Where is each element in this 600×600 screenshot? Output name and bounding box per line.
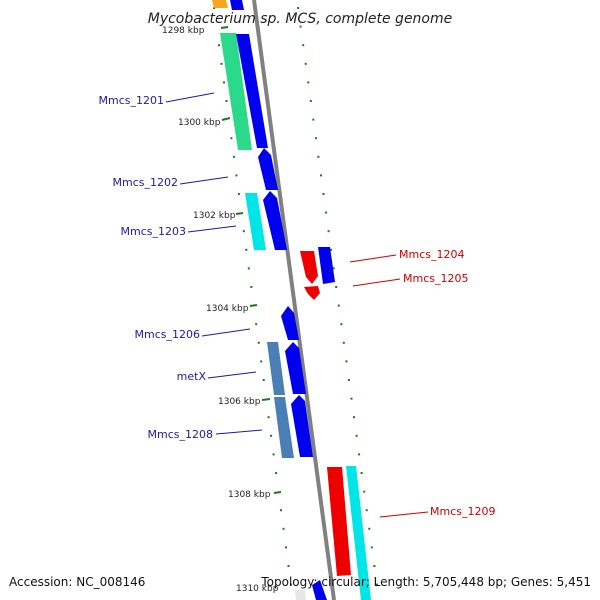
map-title: Mycobacterium sp. MCS, complete genome: [148, 11, 453, 27]
gene-labels: Mmcs_1201 Mmcs_1202 Mmcs_1203 Mmcs_1204 …: [99, 94, 496, 518]
cog-bar-orange: [212, 0, 228, 8]
cog-bar-cyan-2: [346, 466, 371, 600]
genome-backbone: [252, 0, 336, 600]
gene-label-mmcs-1202[interactable]: Mmcs_1202: [113, 176, 178, 189]
cds-reverse-track: [300, 247, 351, 576]
gene-arrow-mmcs-1201: [236, 34, 268, 148]
scale-label-1298: 1298 kbp: [162, 26, 205, 36]
gene-arrow-metx: [285, 342, 306, 394]
gene-arrow-mmcs-1209: [327, 467, 351, 576]
gene-arrow-mmcs-1205: [304, 286, 320, 300]
gene-arrow-1210: [312, 580, 327, 600]
leader-lines: [165, 92, 429, 518]
scale-label-1302: 1302 kbp: [193, 211, 236, 221]
gene-label-mmcs-1203[interactable]: Mmcs_1203: [121, 225, 186, 238]
scale-label-1310: 1310 kbp: [236, 584, 279, 594]
scale-label-1304: 1304 kbp: [206, 304, 249, 314]
scale-label-1300: 1300 kbp: [178, 118, 221, 128]
gene-arrow-mmcs-1206: [281, 306, 299, 340]
gene-arrow-1200: [230, 0, 244, 10]
gene-label-mmcs-1205[interactable]: Mmcs_1205: [403, 272, 468, 285]
gene-label-mmcs-1208[interactable]: Mmcs_1208: [148, 428, 213, 441]
scale-label-ticks: [220, 26, 282, 494]
genome-summary: Topology: circular; Length: 5,705,448 bp…: [260, 575, 591, 589]
gene-arrow-mmcs-1202: [258, 148, 278, 190]
gene-label-metx[interactable]: metX: [177, 370, 207, 383]
scale-labels: 1298 kbp 1300 kbp 1302 kbp 1304 kbp 1306…: [162, 26, 279, 594]
tick-track: [213, 7, 378, 586]
gene-label-mmcs-1209[interactable]: Mmcs_1209: [430, 505, 495, 518]
gene-arrow-mmcs-1204-blue: [318, 247, 335, 284]
cds-forward-track: [230, 0, 327, 600]
cog-bar-steel-1: [267, 342, 285, 395]
accession-label: Accession: NC_008146: [9, 575, 145, 589]
gene-label-mmcs-1201[interactable]: Mmcs_1201: [99, 94, 164, 107]
cog-track: [212, 0, 371, 600]
gene-label-mmcs-1204[interactable]: Mmcs_1204: [399, 248, 464, 261]
gene-label-mmcs-1206[interactable]: Mmcs_1206: [135, 328, 200, 341]
gene-arrow-mmcs-1203: [263, 191, 287, 250]
cog-bar-cyan-1: [245, 193, 266, 250]
gene-arrow-mmcs-1208: [291, 395, 313, 457]
cog-bar-steel-2: [274, 397, 294, 458]
gene-arrow-mmcs-1204: [300, 251, 318, 284]
cog-bar-white: [295, 590, 306, 600]
scale-label-1306: 1306 kbp: [218, 397, 261, 407]
scale-label-1308: 1308 kbp: [228, 490, 271, 500]
cog-bar-green: [220, 33, 252, 150]
